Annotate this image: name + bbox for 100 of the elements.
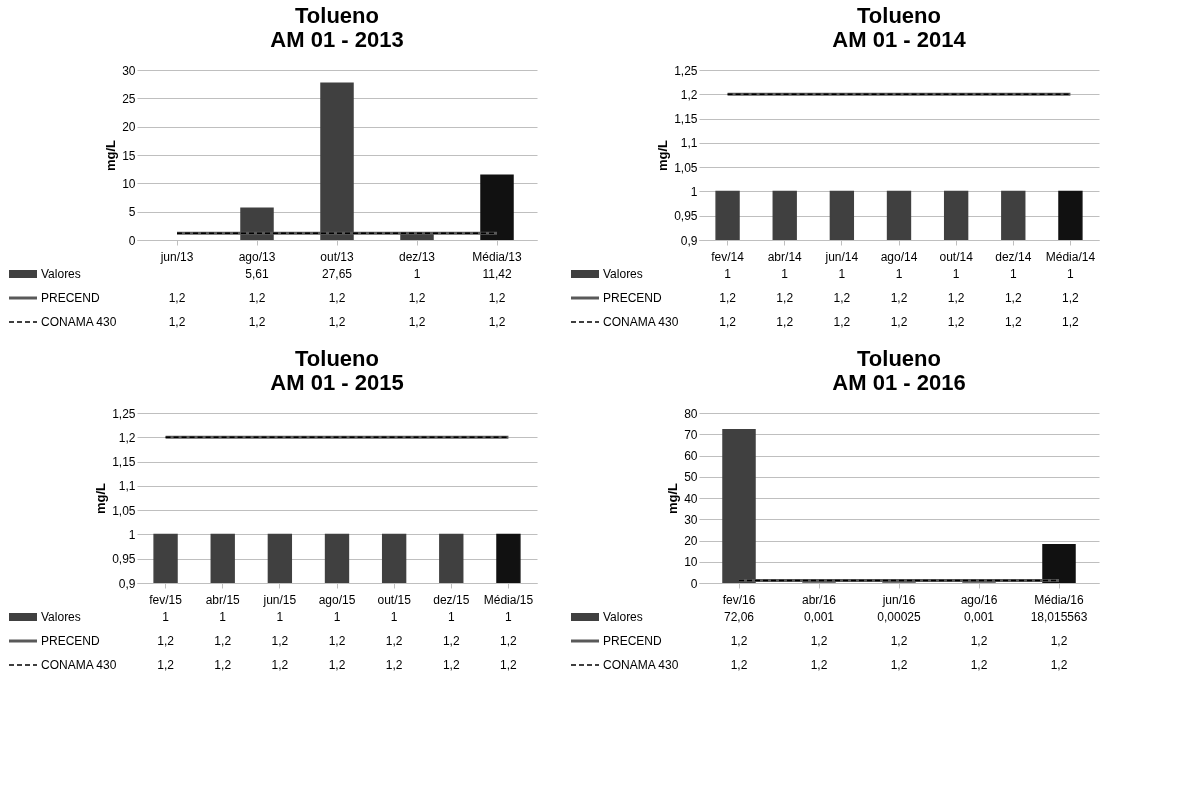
x-tick-label: ago/13 — [238, 249, 276, 264]
data-label: 1,2 — [1062, 315, 1080, 329]
x-tick-label: out/13 — [320, 249, 354, 264]
data-label: 1 — [1009, 267, 1017, 281]
y-tick-label: 30 — [122, 63, 136, 78]
data-label: 1 — [505, 610, 513, 624]
y-tick-label: 40 — [684, 491, 698, 506]
y-tick-label: 70 — [684, 427, 698, 442]
y-tick-label: 25 — [122, 91, 136, 106]
data-label: 1 — [413, 267, 421, 281]
data-label: 1,2 — [1050, 658, 1068, 672]
data-label: 1,2 — [214, 658, 232, 672]
y-axis-title: mg/L — [655, 139, 671, 172]
data-label: 1,2 — [442, 658, 460, 672]
y-tick-label: 1,2 — [680, 87, 698, 102]
data-label: 1,2 — [385, 634, 403, 648]
data-label: 1,2 — [408, 291, 426, 305]
legend-label: PRECEND — [603, 634, 663, 648]
data-label: 1,2 — [248, 315, 266, 329]
x-tick-label: abr/16 — [801, 592, 837, 607]
data-label: 1,2 — [271, 658, 289, 672]
x-tick-label: jun/16 — [881, 592, 916, 607]
data-label: 1,2 — [385, 658, 403, 672]
y-tick-label: 1,05 — [674, 160, 698, 175]
y-tick-label: 1 — [128, 527, 136, 542]
x-tick-label: dez/14 — [995, 249, 1032, 264]
y-tick-label: 0 — [128, 233, 136, 248]
data-label: 1,2 — [408, 315, 426, 329]
y-tick-label: 80 — [684, 406, 698, 421]
data-label: 1,2 — [970, 634, 988, 648]
data-label: 1,2 — [833, 315, 851, 329]
y-tick-label: 1,2 — [118, 430, 136, 445]
data-label: 1,2 — [1004, 291, 1022, 305]
data-label: 1 — [276, 610, 284, 624]
data-label: 5,61 — [245, 267, 269, 281]
data-label: 1 — [219, 610, 227, 624]
data-label: 1,2 — [157, 634, 175, 648]
data-label: 27,65 — [321, 267, 353, 281]
data-label: 1 — [1067, 267, 1075, 281]
legend-label: Valores — [41, 610, 81, 624]
data-label: 1,2 — [776, 291, 794, 305]
data-label: 1,2 — [890, 634, 908, 648]
x-tick-label: ago/14 — [880, 249, 918, 264]
data-label: 1,2 — [488, 315, 506, 329]
chart-title: Tolueno AM 01 - 2014 — [832, 3, 967, 52]
data-label: 1,2 — [328, 658, 346, 672]
data-label: 1 — [447, 610, 455, 624]
data-label: 11,42 — [482, 267, 512, 281]
x-tick-label: Média/14 — [1045, 249, 1096, 264]
data-label: 1,2 — [248, 291, 266, 305]
legend-label: Valores — [603, 610, 643, 624]
data-label: 1,2 — [1062, 291, 1080, 305]
x-tick-label: Média/16 — [1034, 592, 1084, 607]
data-label: 1,2 — [719, 291, 737, 305]
data-label: 1 — [895, 267, 903, 281]
legend-label: PRECEND — [41, 291, 101, 305]
x-tick-label: Média/13 — [472, 249, 522, 264]
data-label: 1 — [333, 610, 341, 624]
x-tick-label: abr/15 — [205, 592, 241, 607]
data-label: 1,2 — [719, 315, 737, 329]
y-tick-label: 1,25 — [112, 406, 136, 421]
legend-label: Valores — [603, 267, 643, 281]
y-tick-label: 10 — [122, 176, 136, 191]
data-label: 1,2 — [157, 658, 175, 672]
data-label: 1,2 — [271, 634, 289, 648]
y-tick-label: 1 — [690, 184, 698, 199]
data-label: 1 — [838, 267, 846, 281]
x-tick-label: abr/14 — [767, 249, 803, 264]
chart-title: Tolueno AM 01 - 2015 — [270, 346, 404, 395]
data-label: 1,2 — [488, 291, 506, 305]
y-tick-label: 1,05 — [112, 503, 136, 518]
data-label: 1,2 — [970, 658, 988, 672]
data-label: 0,001 — [963, 610, 995, 624]
x-tick-label: fev/16 — [722, 592, 756, 607]
data-label: 1 — [162, 610, 170, 624]
y-tick-label: 0 — [690, 576, 698, 591]
y-tick-label: 1,25 — [674, 63, 698, 78]
legend-label: CONAMA 430 — [603, 658, 679, 672]
data-label: 1,2 — [214, 634, 232, 648]
data-label: 1,2 — [776, 315, 794, 329]
x-tick-label: jun/13 — [159, 249, 194, 264]
data-label: 1,2 — [833, 291, 851, 305]
legend-label: Valores — [41, 267, 81, 281]
data-label: 1,2 — [500, 658, 518, 672]
data-label: 1,2 — [730, 634, 748, 648]
y-tick-label: 20 — [684, 534, 698, 548]
data-label: 1,2 — [947, 315, 965, 329]
x-tick-label: out/14 — [939, 249, 974, 264]
y-tick-label: 0,95 — [112, 552, 136, 567]
data-label: 1 — [724, 267, 732, 281]
x-tick-label: dez/15 — [433, 592, 470, 607]
data-label: 1,2 — [500, 634, 518, 648]
y-tick-label: 1,15 — [674, 112, 698, 127]
data-label: 1,2 — [810, 658, 828, 672]
y-tick-label: 50 — [684, 470, 698, 485]
y-axis-title: mg/L — [103, 139, 119, 172]
data-label: 0,001 — [803, 610, 835, 624]
x-tick-label: fev/15 — [149, 592, 183, 607]
legend-label: CONAMA 430 — [41, 658, 117, 672]
x-tick-label: ago/15 — [318, 592, 356, 607]
